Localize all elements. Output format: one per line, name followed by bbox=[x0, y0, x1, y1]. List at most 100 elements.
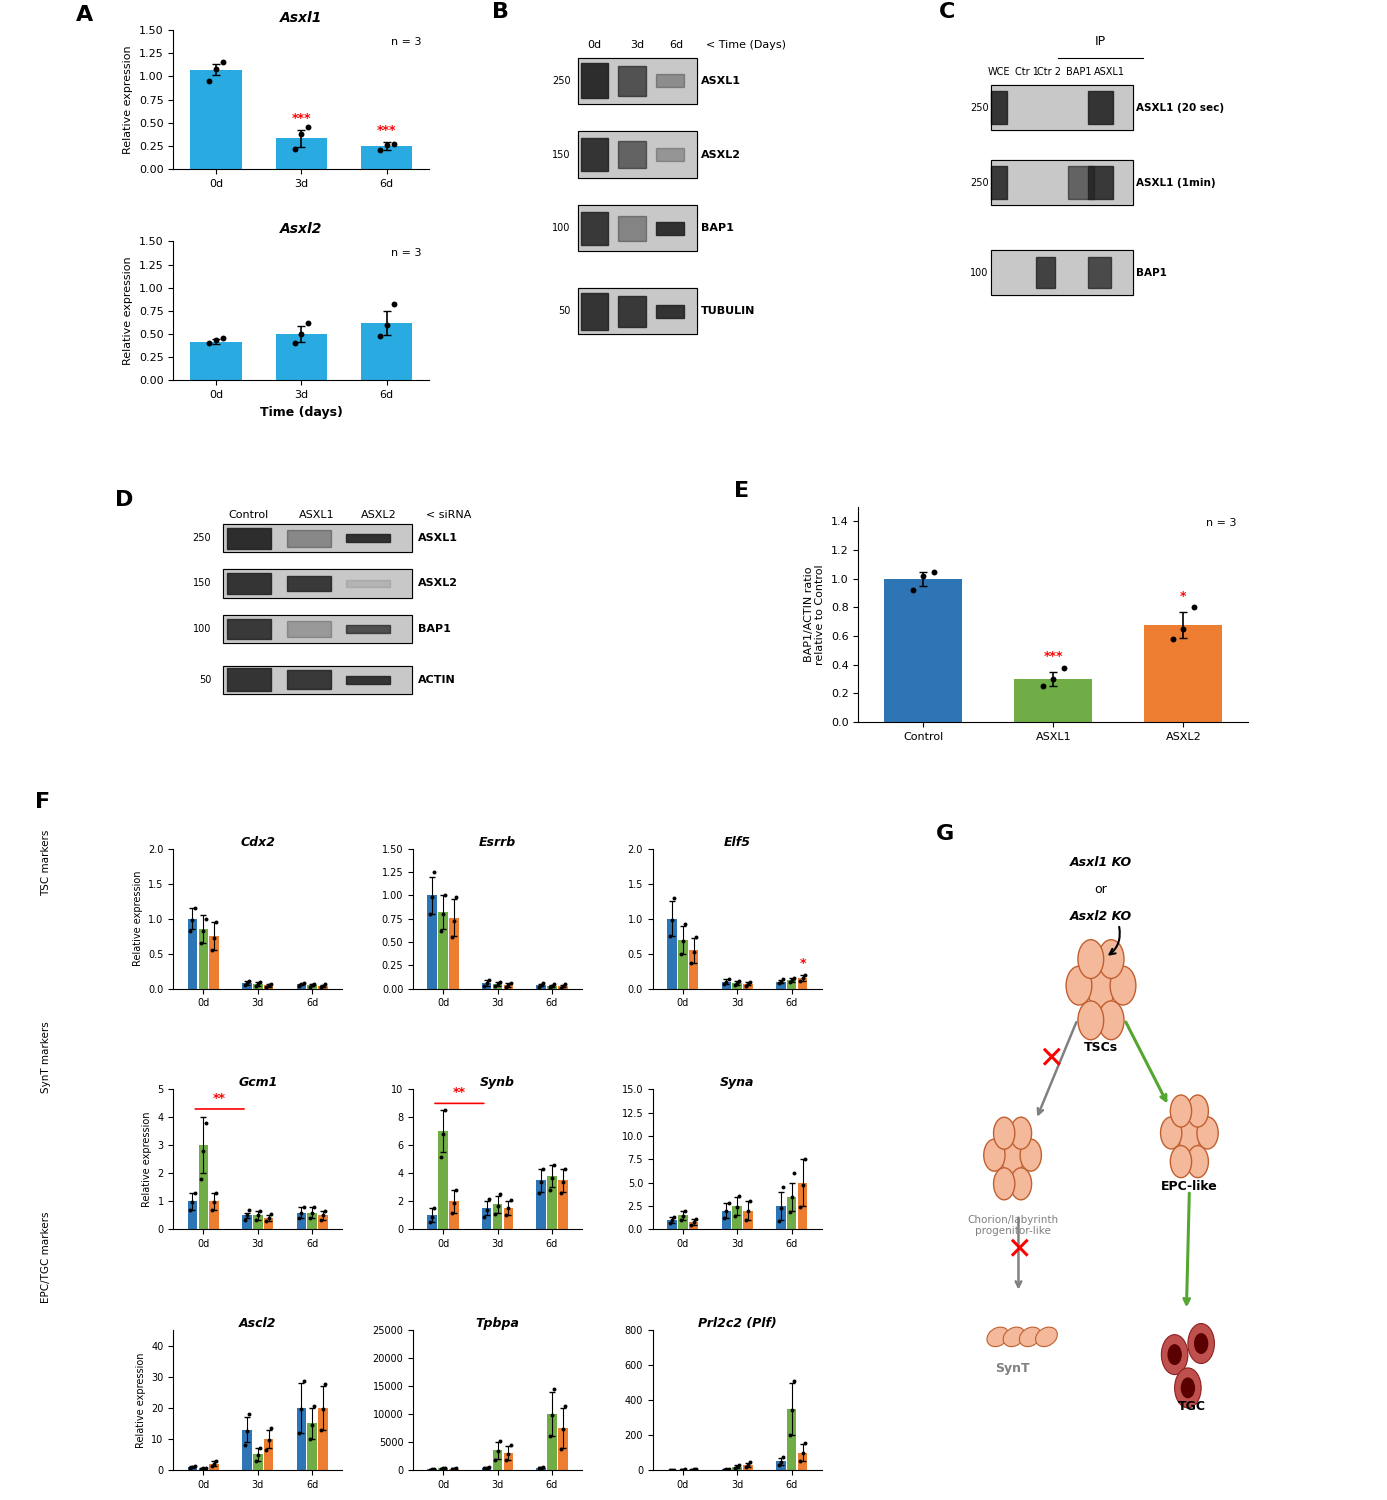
Point bbox=[739, 969, 761, 993]
Point bbox=[441, 1200, 463, 1224]
Bar bbox=[209, 936, 219, 988]
Point bbox=[781, 1398, 803, 1422]
Point bbox=[376, 314, 398, 338]
Point bbox=[179, 1197, 201, 1221]
Bar bbox=[276, 138, 327, 170]
Point bbox=[248, 1436, 270, 1460]
Point bbox=[663, 1458, 685, 1482]
Point bbox=[194, 1456, 216, 1480]
Circle shape bbox=[1067, 966, 1092, 1005]
Bar bbox=[546, 1414, 556, 1470]
Point bbox=[713, 1206, 735, 1230]
Point bbox=[476, 1197, 498, 1221]
Circle shape bbox=[993, 1168, 1015, 1200]
Point bbox=[441, 926, 463, 950]
Point bbox=[530, 1456, 552, 1480]
Point bbox=[300, 975, 322, 999]
Point bbox=[315, 1372, 337, 1396]
Bar bbox=[481, 982, 491, 988]
Bar bbox=[743, 1210, 753, 1230]
Point bbox=[301, 1413, 323, 1437]
Bar bbox=[798, 1182, 807, 1230]
Text: ASXL1: ASXL1 bbox=[702, 75, 741, 86]
Circle shape bbox=[1161, 1335, 1187, 1374]
Point bbox=[1172, 616, 1194, 640]
Point bbox=[419, 1458, 441, 1482]
Bar bbox=[678, 939, 688, 988]
Point bbox=[495, 1449, 517, 1473]
Bar bbox=[361, 322, 412, 381]
Text: IP: IP bbox=[1094, 34, 1105, 48]
Point bbox=[528, 1180, 551, 1204]
Ellipse shape bbox=[1036, 1328, 1057, 1347]
Text: B: B bbox=[491, 2, 509, 22]
Point bbox=[682, 1210, 705, 1234]
Point bbox=[544, 972, 566, 996]
Point bbox=[239, 969, 261, 993]
Point bbox=[194, 1112, 216, 1136]
Point bbox=[312, 1203, 334, 1227]
Text: < Time (Days): < Time (Days) bbox=[706, 40, 786, 51]
Bar bbox=[1068, 166, 1094, 200]
Point bbox=[793, 963, 816, 987]
Bar bbox=[347, 579, 390, 588]
Point bbox=[258, 1206, 280, 1230]
Bar bbox=[347, 675, 390, 684]
Point bbox=[431, 1122, 454, 1146]
Point bbox=[233, 1208, 255, 1231]
Text: Ctr 1: Ctr 1 bbox=[1015, 68, 1039, 76]
Point bbox=[717, 1456, 739, 1480]
Ellipse shape bbox=[1019, 1328, 1042, 1347]
Bar bbox=[798, 1452, 807, 1470]
Bar bbox=[449, 918, 459, 988]
Point bbox=[770, 1449, 792, 1473]
Text: ASXL1 (20 sec): ASXL1 (20 sec) bbox=[1136, 102, 1225, 112]
Circle shape bbox=[1171, 1095, 1191, 1126]
Point bbox=[713, 1458, 735, 1482]
Circle shape bbox=[1171, 1146, 1191, 1178]
Circle shape bbox=[1187, 1095, 1208, 1126]
Bar bbox=[503, 986, 513, 988]
Point bbox=[193, 920, 215, 944]
Circle shape bbox=[1010, 1168, 1032, 1200]
Text: 150: 150 bbox=[552, 150, 571, 159]
Bar bbox=[223, 615, 412, 644]
Text: 250: 250 bbox=[970, 102, 989, 112]
Point bbox=[182, 1190, 204, 1214]
Point bbox=[297, 310, 319, 334]
Point bbox=[488, 1430, 510, 1454]
Bar bbox=[227, 618, 270, 639]
Bar bbox=[656, 304, 684, 318]
Point bbox=[259, 1416, 282, 1440]
Point bbox=[301, 1200, 323, 1224]
Bar bbox=[209, 1464, 219, 1470]
Point bbox=[541, 1402, 563, 1426]
Bar bbox=[581, 63, 609, 98]
Point bbox=[300, 1426, 322, 1450]
Point bbox=[487, 1438, 509, 1462]
Point bbox=[739, 1190, 761, 1214]
Point bbox=[902, 578, 924, 602]
X-axis label: Time (days): Time (days) bbox=[259, 405, 343, 418]
Point bbox=[1183, 596, 1205, 619]
Title: Asxl2: Asxl2 bbox=[280, 222, 323, 236]
Bar bbox=[786, 1197, 796, 1230]
Point bbox=[419, 1210, 441, 1234]
Bar bbox=[223, 524, 412, 552]
Point bbox=[205, 1449, 227, 1473]
Circle shape bbox=[1110, 966, 1136, 1005]
Text: ASXL2: ASXL2 bbox=[702, 150, 741, 159]
Bar bbox=[308, 1424, 318, 1470]
Point bbox=[716, 1198, 738, 1222]
Point bbox=[793, 1148, 816, 1172]
Point bbox=[369, 138, 391, 162]
Text: *: * bbox=[799, 957, 806, 970]
Point bbox=[248, 1198, 270, 1222]
Point bbox=[767, 1209, 789, 1233]
Text: 0d: 0d bbox=[588, 40, 602, 51]
Point bbox=[670, 1458, 692, 1482]
Point bbox=[487, 972, 509, 996]
Point bbox=[258, 1428, 280, 1452]
Circle shape bbox=[1001, 1143, 1024, 1176]
Title: Tpbpa: Tpbpa bbox=[476, 1317, 520, 1330]
